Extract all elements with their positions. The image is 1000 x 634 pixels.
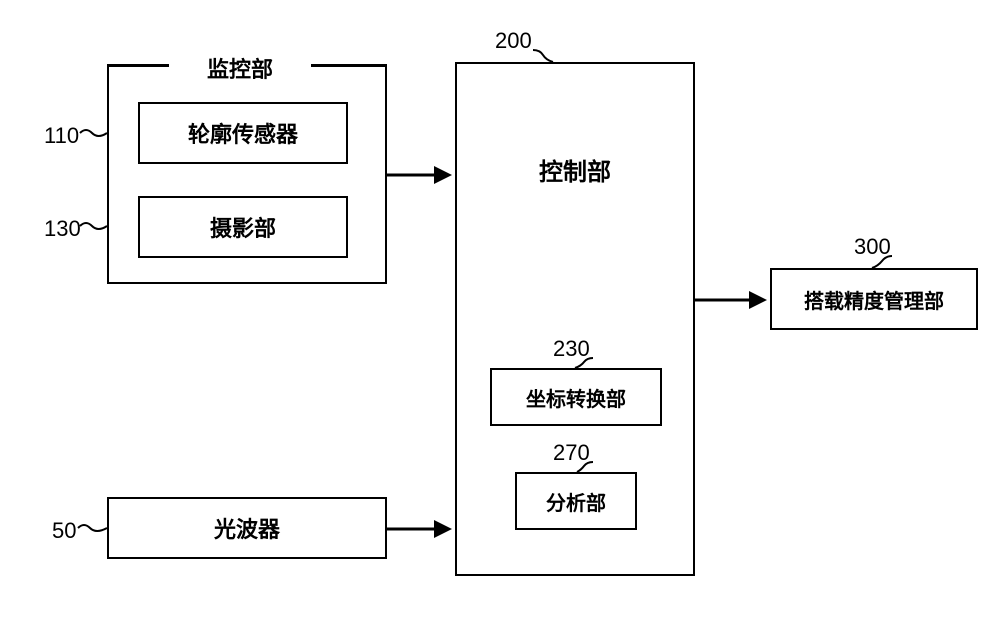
profile-sensor-label: 轮廓传感器 bbox=[188, 117, 298, 149]
ref-300: 300 bbox=[854, 234, 891, 260]
lightwave-box: 光波器 bbox=[107, 497, 387, 559]
ref-130: 130 bbox=[44, 216, 81, 242]
squiggle-200 bbox=[533, 50, 553, 62]
squiggle-130 bbox=[80, 223, 107, 229]
ref-200: 200 bbox=[495, 28, 532, 54]
ref-110: 110 bbox=[44, 123, 79, 149]
squiggle-110 bbox=[80, 130, 107, 136]
lightwave-label: 光波器 bbox=[214, 512, 280, 544]
accuracy-mgmt-box: 搭载精度管理部 bbox=[770, 268, 978, 330]
camera-box: 摄影部 bbox=[138, 196, 348, 258]
squiggle-50 bbox=[78, 525, 107, 531]
analysis-box: 分析部 bbox=[515, 472, 637, 530]
ref-270: 270 bbox=[553, 440, 590, 466]
monitor-group-top-right bbox=[311, 64, 387, 67]
profile-sensor-box: 轮廓传感器 bbox=[138, 102, 348, 164]
analysis-label: 分析部 bbox=[546, 487, 606, 516]
controller-label: 控制部 bbox=[539, 152, 611, 187]
coord-convert-label: 坐标转换部 bbox=[526, 383, 626, 412]
coord-convert-box: 坐标转换部 bbox=[490, 368, 662, 426]
camera-label: 摄影部 bbox=[210, 211, 276, 243]
accuracy-mgmt-label: 搭载精度管理部 bbox=[804, 285, 944, 314]
ref-50: 50 bbox=[52, 518, 76, 544]
ref-230: 230 bbox=[553, 336, 590, 362]
block-diagram: 监控部 轮廓传感器 摄影部 光波器 控制部 坐标转换部 分析部 搭载精度管理部 … bbox=[0, 0, 1000, 634]
monitor-title: 监控部 bbox=[170, 52, 310, 84]
monitor-group-top-left bbox=[107, 64, 169, 67]
